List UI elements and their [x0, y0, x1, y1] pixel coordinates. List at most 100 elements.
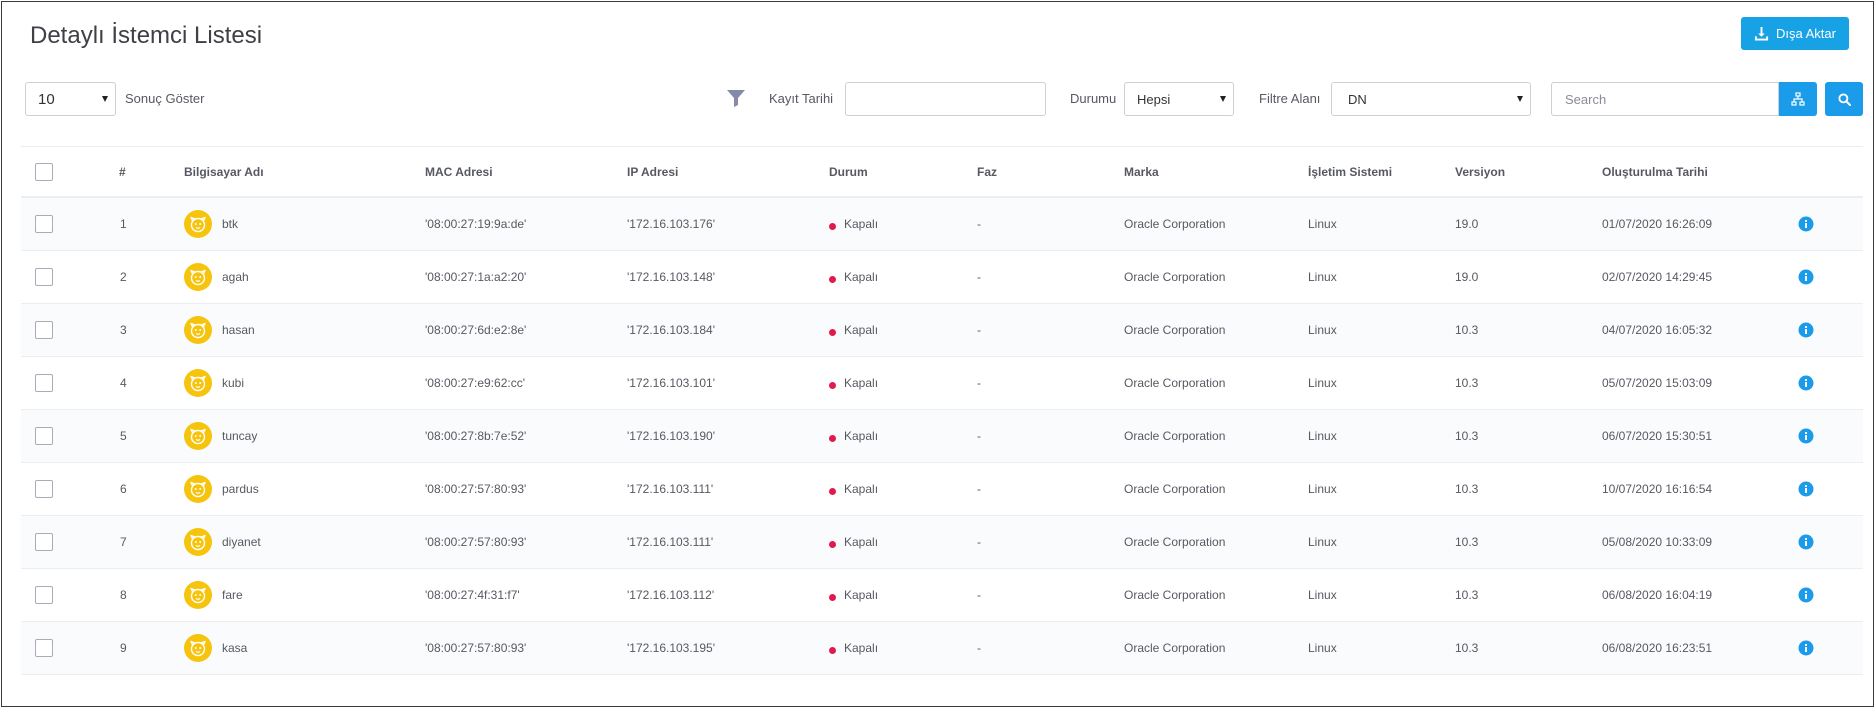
table-row[interactable]: 1 btk '08:00:27:19:9a:de' '172.16.103.176' K…: [21, 198, 1863, 251]
column-header-mac[interactable]: MAC Adresi: [425, 164, 493, 179]
computer-name-cell[interactable]: kubi: [184, 357, 244, 409]
column-header-computer-name[interactable]: Bilgisayar Adı: [184, 164, 264, 179]
page-size-value: 10: [38, 90, 55, 108]
info-icon[interactable]: [1798, 516, 1814, 568]
row-checkbox[interactable]: [35, 321, 53, 339]
phase: -: [977, 323, 981, 337]
row-checkbox-cell[interactable]: [35, 410, 53, 462]
column-header-number[interactable]: #: [119, 164, 126, 179]
computer-name: btk: [222, 217, 239, 231]
date-input[interactable]: [845, 82, 1046, 116]
sitemap-button[interactable]: [1779, 82, 1817, 116]
info-icon[interactable]: [1798, 198, 1814, 250]
row-checkbox[interactable]: [35, 639, 53, 657]
row-checkbox-cell[interactable]: [35, 304, 53, 356]
operating-system: Linux: [1308, 588, 1337, 602]
page-size-label: Sonuç Göster: [125, 91, 205, 106]
row-checkbox-cell[interactable]: [35, 357, 53, 409]
table-row[interactable]: 6 pardus '08:00:27:57:80:93' '172.16.103.11…: [21, 463, 1863, 516]
row-number: 5: [120, 429, 127, 443]
row-checkbox[interactable]: [35, 533, 53, 551]
created-date: 01/07/2020 16:26:09: [1602, 217, 1713, 231]
filter-field-label: Filtre Alanı: [1259, 91, 1321, 106]
table-row[interactable]: 7 diyanet '08:00:27:57:80:93' '172.16.103.1…: [21, 516, 1863, 569]
row-number: 7: [120, 535, 127, 549]
row-number: 4: [120, 376, 127, 390]
select-all-checkbox[interactable]: [35, 147, 53, 196]
row-checkbox[interactable]: [35, 215, 53, 233]
column-header-ip[interactable]: IP Adresi: [627, 164, 679, 179]
row-checkbox[interactable]: [35, 480, 53, 498]
info-icon[interactable]: [1798, 251, 1814, 303]
info-icon[interactable]: [1798, 622, 1814, 674]
brand: Oracle Corporation: [1124, 270, 1226, 284]
row-checkbox[interactable]: [35, 374, 53, 392]
row-checkbox-cell[interactable]: [35, 198, 53, 250]
info-icon[interactable]: [1798, 410, 1814, 462]
phase: -: [977, 482, 981, 496]
computer-name-cell[interactable]: fare: [184, 569, 243, 621]
table-row[interactable]: 2 agah '08:00:27:1a:a2:20' '172.16.103.148'…: [21, 251, 1863, 304]
filter-field-select[interactable]: DN: [1331, 82, 1531, 116]
column-header-os[interactable]: İşletim Sistemi: [1308, 164, 1393, 179]
filter-field-value: DN: [1348, 91, 1367, 107]
status-dot-icon: [829, 328, 836, 336]
row-checkbox-cell[interactable]: [35, 463, 53, 515]
table-row[interactable]: 5 tuncay '08:00:27:8b:7e:52' '172.16.103.19…: [21, 410, 1863, 463]
table-row[interactable]: 4 kubi '08:00:27:e9:62:cc' '172.16.103.101'…: [21, 357, 1863, 410]
status-select[interactable]: Hepsi: [1124, 82, 1234, 116]
status-text: Kapalı: [844, 429, 879, 443]
info-icon[interactable]: [1798, 569, 1814, 621]
column-header-created[interactable]: Oluşturulma Tarihi: [1602, 164, 1708, 179]
created-date: 04/07/2020 16:05:32: [1602, 323, 1713, 337]
computer-name: kubi: [222, 376, 245, 390]
table-row[interactable]: 3 hasan '08:00:27:6d:e2:8e' '172.16.103.184…: [21, 304, 1863, 357]
row-checkbox-cell[interactable]: [35, 622, 53, 674]
operating-system: Linux: [1308, 270, 1337, 284]
row-checkbox-cell[interactable]: [35, 569, 53, 621]
info-icon[interactable]: [1798, 304, 1814, 356]
row-number: 2: [120, 270, 127, 284]
version: 10.3: [1455, 482, 1479, 496]
pardus-logo-icon: [184, 263, 212, 291]
sitemap-icon: [1791, 92, 1805, 106]
table-row[interactable]: 8 fare '08:00:27:4f:31:f7' '172.16.103.112'…: [21, 569, 1863, 622]
column-header-version[interactable]: Versiyon: [1455, 164, 1506, 179]
status-dot-icon: [829, 646, 836, 654]
computer-name-cell[interactable]: diyanet: [184, 516, 261, 568]
computer-name-cell[interactable]: agah: [184, 251, 249, 303]
row-checkbox-cell[interactable]: [35, 516, 53, 568]
page-title: Detaylı İstemci Listesi: [30, 22, 263, 49]
info-icon[interactable]: [1798, 357, 1814, 409]
row-checkbox[interactable]: [35, 427, 53, 445]
status-text: Kapalı: [844, 217, 879, 231]
computer-name-cell[interactable]: hasan: [184, 304, 255, 356]
table-row[interactable]: 9 kasa '08:00:27:57:80:93' '172.16.103.195'…: [21, 622, 1863, 675]
search-input[interactable]: [1551, 82, 1779, 116]
mac-address: '08:00:27:8b:7e:52': [425, 429, 527, 443]
status-cell: Kapalı: [829, 304, 878, 356]
row-checkbox[interactable]: [35, 586, 53, 604]
row-checkbox-cell[interactable]: [35, 251, 53, 303]
computer-name-cell[interactable]: tuncay: [184, 410, 257, 462]
checkbox[interactable]: [35, 162, 53, 181]
column-header-status[interactable]: Durum: [829, 164, 868, 179]
computer-name-cell[interactable]: btk: [184, 198, 238, 250]
version: 10.3: [1455, 429, 1479, 443]
created-date: 10/07/2020 16:16:54: [1602, 482, 1713, 496]
computer-name-cell[interactable]: pardus: [184, 463, 259, 515]
export-button[interactable]: Dışa Aktar: [1741, 17, 1849, 50]
version: 10.3: [1455, 641, 1479, 655]
computer-name: tuncay: [222, 429, 258, 443]
page-size-select[interactable]: 10: [25, 82, 116, 116]
operating-system: Linux: [1308, 482, 1337, 496]
computer-name-cell[interactable]: kasa: [184, 622, 247, 674]
row-checkbox[interactable]: [35, 268, 53, 286]
status-dot-icon: [829, 540, 836, 548]
search-button[interactable]: [1825, 82, 1863, 116]
filter-icon[interactable]: [726, 88, 746, 110]
column-header-brand[interactable]: Marka: [1124, 164, 1159, 179]
column-header-phase[interactable]: Faz: [977, 164, 998, 179]
info-icon[interactable]: [1798, 463, 1814, 515]
mac-address: '08:00:27:1a:a2:20': [425, 270, 527, 284]
